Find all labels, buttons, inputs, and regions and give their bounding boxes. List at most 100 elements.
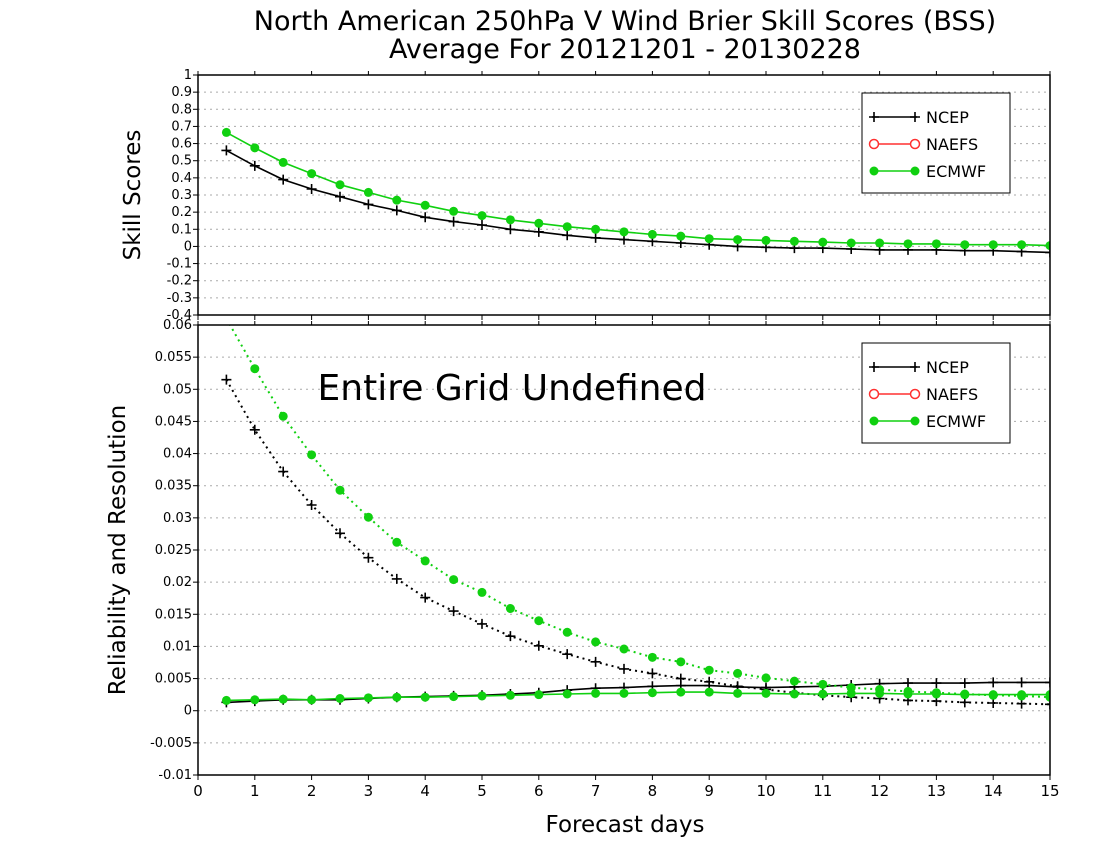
top-ecmwf-point: [988, 240, 998, 250]
bottom-ecmwf-resolution-point: [875, 685, 885, 694]
bottom-ecmwf-resolution-point: [420, 556, 430, 566]
bottom-ecmwf-reliability-point: [534, 690, 544, 700]
top-legend-marker-ecmwf: [910, 166, 920, 176]
bottom-ecmwf-reliability-point: [789, 689, 799, 699]
bottom-ecmwf-reliability-point: [477, 691, 487, 701]
top-ecmwf-point: [477, 211, 487, 221]
top-legend-marker-ncep: [869, 112, 879, 122]
top-ecmwf-point: [221, 127, 231, 137]
top-ncep-point: [448, 216, 459, 227]
bottom-ecmwf-reliability-point: [704, 687, 714, 697]
bottom-ncep-resolution-point: [619, 663, 629, 674]
bottom-legend-label-ncep: NCEP: [926, 358, 969, 377]
bottom-ecmwf-resolution-point: [278, 411, 288, 421]
top-legend-marker-naefs: [909, 138, 921, 150]
bottom-y-tick-label: 0.015: [155, 607, 192, 622]
bottom-ecmwf-reliability-point: [307, 695, 317, 705]
bottom-ecmwf-resolution-point: [505, 604, 515, 613]
top-ecmwf-point: [250, 143, 260, 153]
top-ncep-point: [249, 160, 260, 171]
bottom-ecmwf-reliability-point: [335, 694, 345, 703]
bottom-ecmwf-resolution-point: [818, 679, 828, 689]
top-y-tick-label: 0.3: [171, 188, 192, 203]
bottom-ecmwf-resolution-point: [562, 627, 572, 637]
bottom-ecmwf-reliability-line: [226, 691, 1050, 702]
bottom-x-tick-label: 14: [984, 782, 1003, 800]
reliability-resolution-panel: -0.01 -0.005 0 0.005 0.01 0.015 0.02 0.025 0.03 0…: [150, 318, 1059, 800]
bottom-legend-label-naefs: NAEFS: [926, 385, 978, 404]
top-ecmwf-point: [562, 222, 572, 232]
top-y-tick-label: 0.8: [171, 102, 192, 117]
top-ecmwf-point: [591, 224, 601, 234]
top-y-tick-label: -0.3: [167, 291, 192, 306]
bottom-y-tick-label: 0.025: [155, 543, 192, 558]
bottom-legend-marker-naefs: [909, 388, 921, 400]
bottom-ncep-resolution-point: [306, 500, 317, 510]
bottom-ecmwf-reliability-point: [562, 689, 572, 699]
bottom-ecmwf-reliability-point: [818, 689, 828, 699]
bottom-ecmwf-resolution-point: [477, 587, 487, 597]
bottom-ncep-resolution-point: [221, 374, 232, 385]
bottom-legend-label-ecmwf: ECMWF: [926, 412, 986, 431]
bottom-ecmwf-resolution-point: [647, 652, 657, 662]
top-ecmwf-point: [1045, 241, 1050, 251]
bottom-ncep-reliability-point: [903, 678, 913, 689]
bottom-x-tick-label: 9: [704, 782, 714, 800]
bottom-ecmwf-resolution-line: [228, 325, 1050, 699]
bottom-y-tick-label: 0.03: [163, 511, 192, 526]
top-ecmwf-point: [619, 227, 629, 237]
top-ncep-point: [477, 220, 487, 230]
bottom-x-tick-label: 12: [870, 782, 889, 800]
bottom-ecmwf-reliability-point: [278, 694, 288, 704]
bottom-ncep-resolution-point: [391, 573, 402, 584]
bottom-y-tick-label: 0.045: [155, 414, 192, 429]
bottom-legend-marker-naefs: [868, 388, 880, 400]
bottom-ecmwf-resolution-point: [960, 689, 970, 699]
top-y-tick-label: 0.4: [171, 171, 192, 186]
bottom-ecmwf-reliability-point: [591, 688, 601, 698]
bottom-x-tick-label: 1: [250, 782, 260, 800]
top-y-tick-label: 0.9: [171, 85, 192, 100]
top-ecmwf-point: [392, 195, 402, 205]
bottom-ncep-resolution-point: [647, 668, 658, 679]
bottom-x-tick-label: 15: [1040, 782, 1059, 800]
bottom-ecmwf-resolution-point: [335, 485, 345, 495]
undefined-grid-annotation: Entire Grid Undefined: [318, 368, 707, 409]
top-ecmwf-point: [1017, 240, 1027, 250]
bottom-ecmwf-resolution-point: [534, 616, 544, 626]
bottom-ecmwf-reliability-point: [449, 692, 459, 702]
top-y-tick-label: -0.2: [167, 274, 192, 289]
bottom-ecmwf-resolution-point: [449, 575, 459, 585]
top-ecmwf-line: [226, 131, 1050, 247]
bottom-ncep-resolution-point: [448, 606, 459, 617]
bottom-ecmwf-reliability-point: [676, 687, 686, 697]
top-ncep-point: [363, 199, 374, 210]
top-ecmwf-point: [505, 215, 515, 225]
bottom-ecmwf-resolution-point: [903, 686, 913, 696]
top-y-tick-label: 0.2: [171, 205, 192, 220]
top-y-tick-label: 0.1: [171, 222, 192, 237]
bottom-ecmwf-reliability-point: [250, 695, 260, 705]
top-legend-marker-ncep: [910, 112, 920, 122]
top-ncep-point: [335, 191, 345, 202]
skill-score-panel: -0.4 -0.3 -0.2 -0.1 0 0.1 0.2 0.3 0.4 0.5 0.6 0.7 0.…: [167, 68, 1051, 323]
bottom-ncep-reliability-point: [1045, 677, 1050, 688]
bottom-ecmwf-reliability-point: [363, 693, 373, 703]
bottom-ncep-reliability-point: [988, 677, 999, 688]
top-ncep-point: [420, 212, 431, 223]
bottom-ecmwf-resolution-point: [733, 668, 743, 678]
bottom-ecmwf-reliability-point: [392, 692, 402, 702]
top-ncep-point: [533, 226, 544, 237]
bottom-legend-marker-ncep: [910, 362, 920, 372]
bottom-y-tick-label: 0.01: [163, 639, 192, 654]
bottom-frame: [197, 324, 1051, 776]
top-ecmwf-point: [647, 229, 657, 239]
bottom-ecmwf-resolution-point: [931, 688, 941, 698]
bottom-ncep-resolution-point: [249, 424, 260, 435]
top-ecmwf-point: [676, 231, 686, 241]
bottom-y-tick-label: 0.005: [155, 672, 192, 687]
bottom-ecmwf-reliability-point: [221, 695, 231, 705]
bottom-x-tick-label: 4: [420, 782, 430, 800]
bottom-ecmwf-reliability-point: [420, 692, 430, 702]
bottom-y-axis-label: Reliability and Resolution: [105, 405, 131, 695]
